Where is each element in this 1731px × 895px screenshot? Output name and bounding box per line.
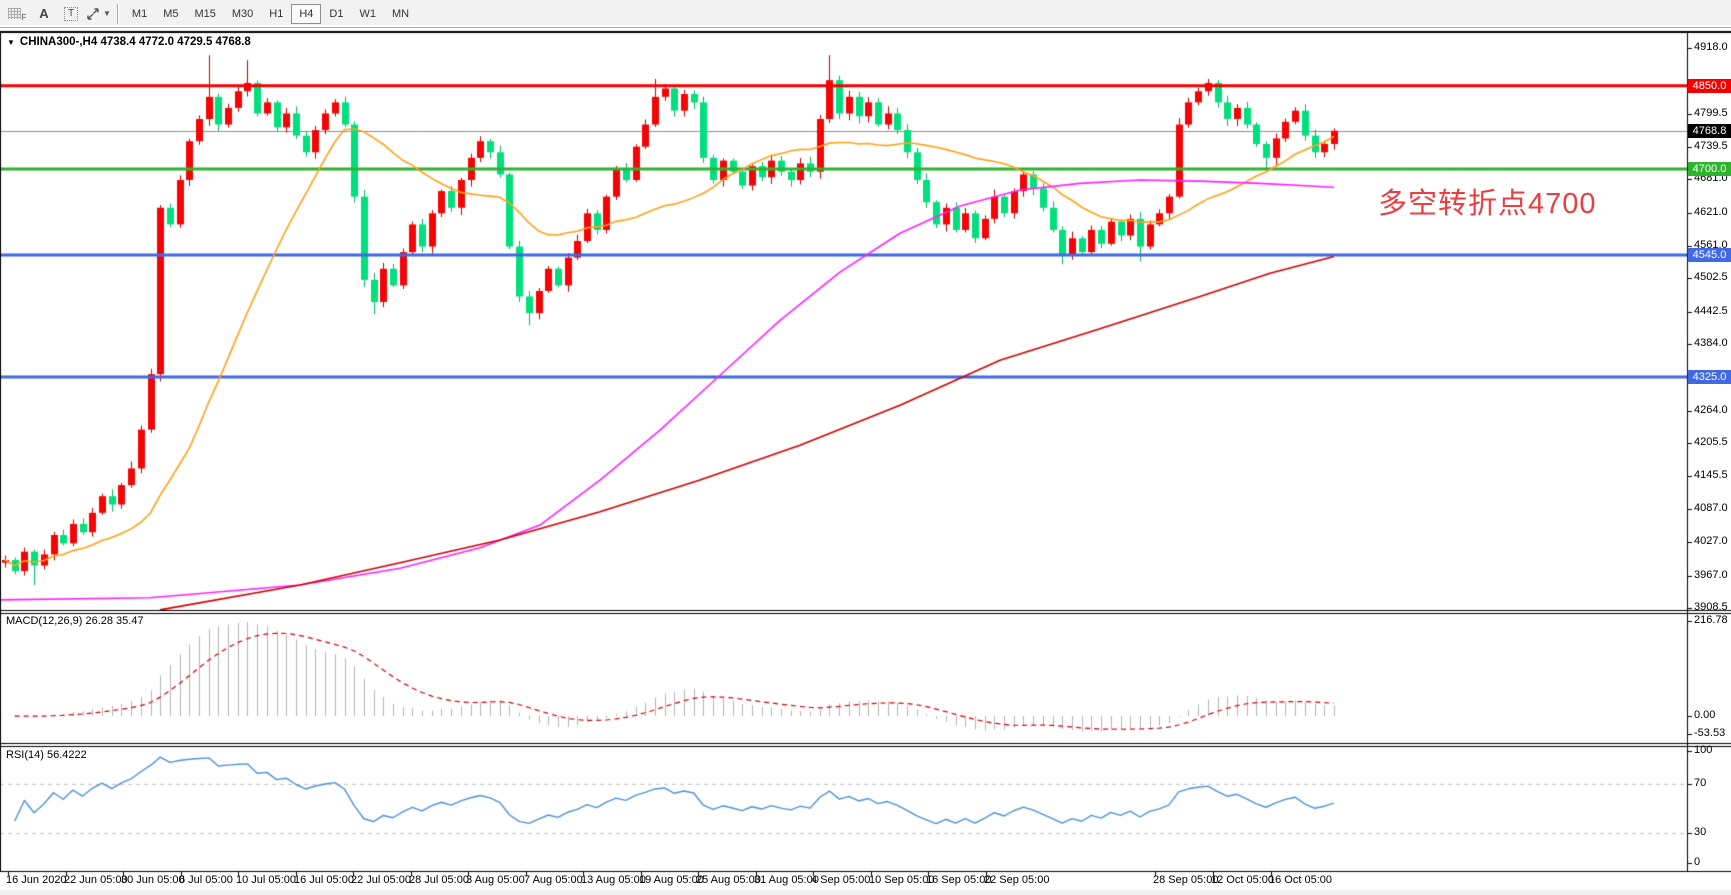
time-axis-label: 31 Aug 05:00 [754,874,819,886]
chart-grid-tool-button[interactable]: F [4,3,30,24]
price-axis-tick-label: 3908.5 [1694,600,1728,613]
timeframe-button-mn[interactable]: MN [384,4,417,24]
time-axis-label: 4 Sep 05:00 [811,874,871,886]
chart-annotation-text: 多空转折点4700 [1378,188,1597,220]
rsi-axis-label: 30 [1694,826,1707,838]
toolbar: F A T ▼ M1 M5 M15 M30 H1 H4 D1 W1 MN [0,0,1731,28]
macd-pane-label: MACD(12,26,9) 26.28 35.47 [6,615,144,627]
price-axis-tick-label: 4027.0 [1694,535,1728,548]
window-bottom-strip [0,890,1731,895]
price-tag-4545-0: 4545.0 [1688,247,1731,262]
timeframe-button-m15[interactable]: M15 [186,4,223,24]
cursor-arrows-tool-button[interactable]: ▼ [85,3,112,24]
price-axis-tick-label: 4739.5 [1694,140,1728,152]
time-axis-label: 16 Oct 05:00 [1269,874,1332,886]
dropdown-arrow-icon: ▼ [103,9,111,18]
price-axis-tick-label: 4264.0 [1694,403,1728,416]
time-axis-label: 30 Jun 05:00 [121,874,185,886]
time-axis-label: 7 Aug 05:00 [524,874,583,886]
price-tag-4700-0: 4700.0 [1688,161,1731,176]
time-axis-label: 6 Jul 05:00 [179,874,233,886]
time-axis-label: 28 Jul 05:00 [409,874,469,886]
time-axis-label: 28 Sep 05:00 [1153,874,1219,886]
price-chart-canvas[interactable] [0,28,1731,895]
time-axis-label: 22 Jul 05:00 [351,874,411,886]
price-tag-4325-0: 4325.0 [1688,369,1731,384]
price-axis-tick-label: 4384.0 [1694,337,1728,350]
timeframe-button-h1[interactable]: H1 [261,4,291,24]
price-axis-tick-label: 4145.5 [1694,469,1728,482]
time-axis-label: 10 Sep 05:00 [869,874,935,886]
price-axis-tick-label: 4442.5 [1694,304,1728,317]
symbol-title: ▼ CHINA300-,H4 4738.4 4772.0 4729.5 4768… [7,36,251,48]
timeframe-button-m5[interactable]: M5 [155,4,186,24]
rsi-pane-label: RSI(14) 56.4222 [6,749,87,761]
time-axis-label: 10 Jul 05:00 [236,874,296,886]
timeframe-button-w1[interactable]: W1 [351,4,384,24]
price-axis-tick-label: 4502.5 [1694,271,1728,284]
price-tag-4850-0: 4850.0 [1688,78,1731,93]
time-axis-label: 22 Sep 05:00 [984,874,1050,886]
time-axis-label: 13 Aug 05:00 [581,874,646,886]
price-axis-tick-label: 4087.0 [1694,501,1728,514]
time-axis-label: 12 Oct 05:00 [1211,874,1274,886]
rsi-axis-label: 0 [1694,856,1701,868]
timeframe-button-h4[interactable]: H4 [291,3,322,24]
grid-f-label: F [21,13,27,22]
time-axis-label: 22 Jun 05:00 [64,874,128,886]
timeframe-button-d1[interactable]: D1 [321,4,351,24]
rsi-axis-label: 70 [1694,777,1707,789]
timeframe-button-m30[interactable]: M30 [224,4,261,24]
symbol-ohlc-text: CHINA300-,H4 4738.4 4772.0 4729.5 4768.8 [19,36,251,48]
price-axis-tick-label: 4621.0 [1694,205,1728,218]
time-axis-label: 16 Jul 05:00 [294,874,354,886]
time-axis-label: 16 Jun 2020 [6,874,67,886]
text-label-tool-button[interactable]: T [58,3,84,24]
macd-axis-label: 0.00 [1694,709,1716,721]
price-tag-4768-8: 4768.8 [1688,123,1731,138]
time-axis-label: 3 Aug 05:00 [466,874,525,886]
rsi-axis-label: 100 [1694,744,1713,756]
price-axis-tick-label: 3967.0 [1694,568,1728,581]
price-axis-tick-label: 4799.5 [1694,106,1728,119]
font-tool-button[interactable]: A [31,3,57,24]
macd-axis-label: 216.78 [1694,614,1728,626]
price-axis-tick-label: 4918.0 [1694,41,1728,53]
font-a-icon: A [39,6,49,21]
price-axis-tick-label: 4205.5 [1694,436,1728,449]
toolbar-separator [116,3,119,24]
timeframe-button-m1[interactable]: M1 [124,4,155,24]
symbol-dropdown-icon[interactable]: ▼ [7,37,15,47]
timeframe-group: M1 M5 M15 M30 H1 H4 D1 W1 MN [124,3,417,24]
time-axis-label: 25 Aug 05:00 [696,874,761,886]
time-axis-label: 19 Aug 05:00 [639,874,704,886]
macd-axis-label: -53.53 [1694,727,1726,739]
text-label-icon: T [63,6,79,21]
time-axis-label: 16 Sep 05:00 [926,874,992,886]
diagonal-arrows-icon [87,7,99,20]
grid-icon [7,8,21,19]
